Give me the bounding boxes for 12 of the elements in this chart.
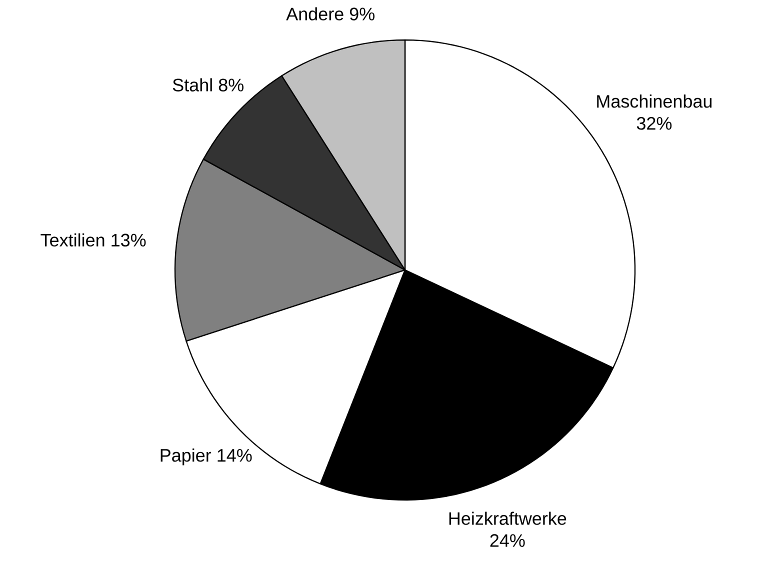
data-label: 13% (112, 234, 146, 247)
slice-label: Maschinenbau (597, 94, 712, 108)
slice-label: Textilien (40, 233, 104, 247)
data-label: 24% (490, 534, 525, 547)
data-label: 8% (218, 78, 244, 92)
data-label: 14% (218, 449, 252, 462)
slice-label: Papier (160, 448, 212, 466)
data-label: 9% (350, 8, 375, 20)
data-label: 32% (636, 117, 672, 130)
slice-label: Heizkraftwerke (449, 512, 566, 525)
slice-label: Andere (286, 7, 344, 20)
slice-label: Stahl (172, 78, 212, 92)
